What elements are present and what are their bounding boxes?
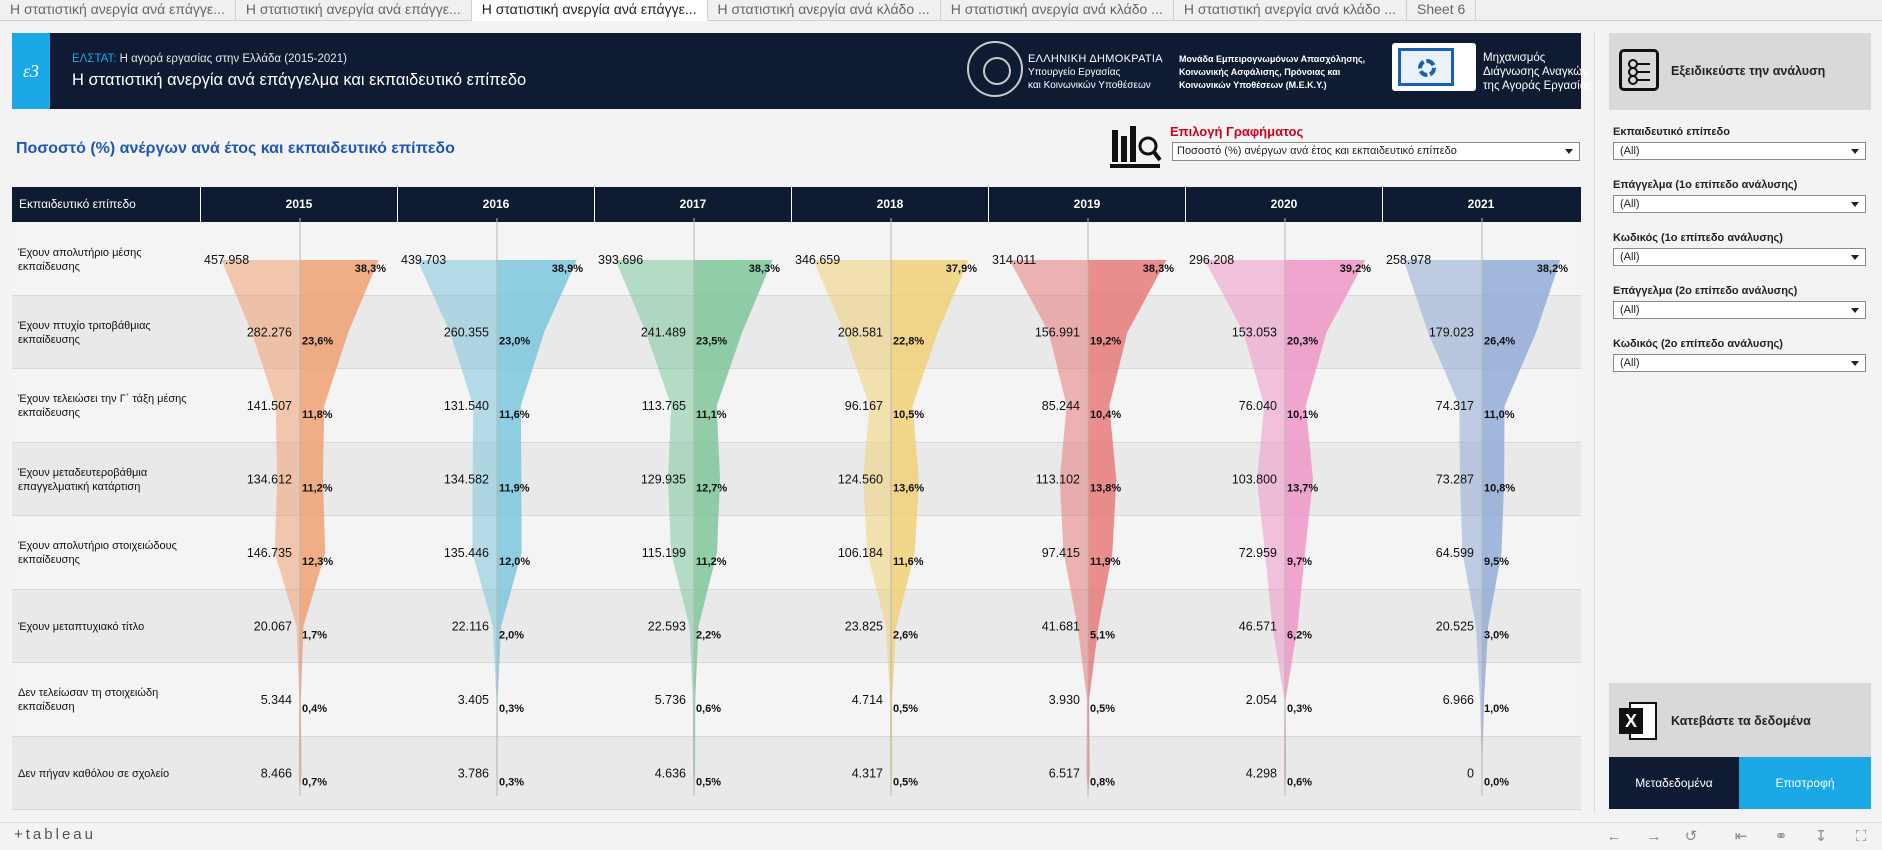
- filter-panel: Εξειδικεύστε την ανάλυση Εκπαιδευτικό επ…: [1594, 33, 1882, 813]
- dashboard-header: ε3 ΕΛΣΤΑΤ: Η αγορά εργασίας στην Ελλάδα …: [12, 33, 1592, 109]
- chart-selector-dropdown[interactable]: Ποσοστό (%) ανέργων ανά έτος και εκπαιδε…: [1172, 142, 1580, 161]
- revert-icon[interactable]: ↺: [1684, 828, 1698, 845]
- sheet-tab-3[interactable]: Η στατιστική ανεργία ανά επάγγε...: [471, 0, 708, 21]
- chevron-down-icon: [1851, 308, 1859, 313]
- mech-line-1: Μηχανισμός: [1483, 52, 1546, 64]
- sheet-tab-6[interactable]: Η στατιστική ανεργία ανά κλάδο ...: [1174, 0, 1407, 21]
- greek-republic-seal-icon: [967, 41, 1023, 97]
- meky-line-3: Κοινωνικών Υποθέσεων (Μ.Ε.Κ.Υ.): [1179, 80, 1327, 90]
- download-data-button[interactable]: X Κατεβάστε τα δεδομένα: [1609, 683, 1871, 760]
- filter-code-1-dropdown[interactable]: (All): [1613, 248, 1866, 266]
- filter-value: (All): [1620, 251, 1640, 263]
- meky-label: Μονάδα Εμπειρογνωμόνων Απασχόλησης, Κοιν…: [1179, 53, 1365, 92]
- reset-icon[interactable]: ⇤: [1734, 828, 1748, 845]
- chevron-down-icon: [1565, 149, 1573, 154]
- filter-value: (All): [1620, 304, 1640, 316]
- row-label: Έχουν πτυχίο τριτοβάθμιας εκπαίδευσης: [18, 319, 151, 346]
- filter-code-2-dropdown[interactable]: (All): [1613, 354, 1866, 372]
- ministry-line-2: Υπουργείο Εργασίας: [1028, 67, 1121, 78]
- row-label: Δεν πήγαν καθόλου σε σχολείο: [18, 767, 170, 780]
- ministry-line-1: ΕΛΛΗΝΙΚΗ ΔΗΜΟΚΡΑΤΙΑ: [1028, 53, 1163, 65]
- chart-selector-value: Ποσοστό (%) ανέργων ανά έτος και εκπαιδε…: [1177, 145, 1457, 157]
- column-header-year: 2017: [594, 187, 791, 222]
- chart-selector-label: Επιλογή Γραφήματος: [1170, 124, 1304, 139]
- filter-value: (All): [1620, 145, 1640, 157]
- column-header-education: Εκπαιδευτικό επίπεδο: [19, 197, 136, 211]
- filter-value: (All): [1620, 198, 1640, 210]
- column-header-year: 2015: [200, 187, 397, 222]
- column-header-year: 2021: [1382, 187, 1579, 222]
- filter-value: (All): [1620, 357, 1640, 369]
- chart-selection-icon: [1110, 126, 1162, 168]
- filter-label-code-2: Κωδικός (2ο επίπεδο ανάλυσης): [1613, 338, 1783, 350]
- mech-line-2: Διάγνωσης Αναγκών: [1483, 66, 1588, 78]
- download-icon[interactable]: ↧: [1814, 828, 1828, 845]
- chart-title: Ποσοστό (%) ανέργων ανά έτος και εκπαιδε…: [16, 140, 455, 157]
- tableau-toolbar: +tableau ← → ↺ ⇤ ⚭ ↧ ⛶: [0, 822, 1882, 850]
- undo-icon[interactable]: ←: [1606, 828, 1622, 845]
- e3-logo: ε3: [12, 33, 50, 109]
- filter-occupation-1-dropdown[interactable]: (All): [1613, 195, 1866, 213]
- ministry-label: ΕΛΛΗΝΙΚΗ ΔΗΜΟΚΡΑΤΙΑ Υπουργείο Εργασίας κ…: [1028, 53, 1163, 92]
- download-data-label: Κατεβάστε τα δεδομένα: [1671, 714, 1811, 728]
- redo-icon[interactable]: →: [1646, 828, 1662, 845]
- page-title: Η στατιστική ανεργία ανά επάγγελμα και ε…: [72, 71, 527, 89]
- table-row: Δεν τελείωσαν τη στοιχειώδη εκπαίδευση: [12, 663, 1581, 737]
- filter-label-code-1: Κωδικός (1ο επίπεδο ανάλυσης): [1613, 232, 1783, 244]
- table-row: Έχουν τελειώσει την Γ΄ τάξη μέσης εκπαίδ…: [12, 369, 1581, 443]
- mechanism-logo-icon: [1392, 43, 1476, 91]
- row-label: Έχουν απολυτήριο μέσης εκπαίδευσης: [18, 247, 142, 273]
- row-label: Έχουν μεταδευτεροβάθμια επαγγελματική κα…: [18, 466, 148, 493]
- row-label: Έχουν απολυτήριο στοιχειώδους εκπαίδευση…: [18, 540, 177, 566]
- kicker-text: Η αγορά εργασίας στην Ελλάδα (2015-2021): [119, 53, 347, 65]
- mech-line-3: της Αγοράς Εργασίας: [1483, 80, 1593, 92]
- column-header-year: 2019: [988, 187, 1185, 222]
- filter-occupation-2-dropdown[interactable]: (All): [1613, 301, 1866, 319]
- column-header-year: 2020: [1185, 187, 1382, 222]
- mechanism-label: Μηχανισμός Διάγνωσης Αναγκών της Αγοράς …: [1483, 51, 1592, 93]
- kicker-source: ΕΛΣΤΑΤ:: [72, 53, 117, 65]
- table-header: Εκπαιδευτικό επίπεδο 2015 2016 2017 2018…: [12, 187, 1581, 222]
- table-body: Έχουν απολυτήριο μέσης εκπαίδευσης Έχουν…: [12, 222, 1581, 810]
- header-kicker: ΕΛΣΤΑΤ: Η αγορά εργασίας στην Ελλάδα (20…: [72, 53, 347, 65]
- share-icon[interactable]: ⚭: [1774, 828, 1788, 845]
- sheet-tab-1[interactable]: Η στατιστική ανεργία ανά επάγγε...: [0, 0, 236, 21]
- table-row: Έχουν μεταπτυχιακό τίτλο: [12, 589, 1581, 663]
- sheet-tab-2[interactable]: Η στατιστική ανεργία ανά επάγγε...: [236, 0, 472, 21]
- fullscreen-icon[interactable]: ⛶: [1855, 828, 1867, 845]
- table-row: Δεν πήγαν καθόλου σε σχολείο: [12, 736, 1581, 810]
- chevron-down-icon: [1851, 361, 1859, 366]
- sheet-tab-7[interactable]: Sheet 6: [1407, 0, 1477, 21]
- back-button[interactable]: Επιστροφή: [1739, 757, 1871, 809]
- sheet-tab-5[interactable]: Η στατιστική ανεργία ανά κλάδο ...: [941, 0, 1174, 21]
- sheet-tab-4[interactable]: Η στατιστική ανεργία ανά κλάδο ...: [708, 0, 941, 21]
- column-header-year: 2016: [397, 187, 594, 222]
- table-row: Έχουν πτυχίο τριτοβάθμιας εκπαίδευσης: [12, 295, 1581, 369]
- row-label: Έχουν μεταπτυχιακό τίτλο: [18, 620, 145, 633]
- excel-icon: X: [1619, 702, 1657, 740]
- refine-analysis-label: Εξειδικεύστε την ανάλυση: [1671, 64, 1826, 78]
- table-row: Έχουν απολυτήριο στοιχειώδους εκπαίδευση…: [12, 516, 1581, 590]
- meky-line-1: Μονάδα Εμπειρογνωμόνων Απασχόλησης,: [1179, 54, 1366, 64]
- filter-label-occupation-2: Επάγγελμα (2ο επίπεδο ανάλυσης): [1613, 285, 1798, 297]
- table-row: Έχουν απολυτήριο μέσης εκπαίδευσης: [12, 222, 1581, 296]
- filter-education-dropdown[interactable]: (All): [1613, 142, 1866, 160]
- filter-label-occupation-1: Επάγγελμα (1ο επίπεδο ανάλυσης): [1613, 179, 1798, 191]
- filter-sliders-icon: [1619, 49, 1659, 91]
- chevron-down-icon: [1851, 202, 1859, 207]
- tableau-logo[interactable]: +tableau: [14, 826, 96, 843]
- row-label: Έχουν τελειώσει την Γ΄ τάξη μέσης εκπαίδ…: [18, 393, 187, 419]
- chevron-down-icon: [1851, 255, 1859, 260]
- table-row: Έχουν μεταδευτεροβάθμια επαγγελματική κα…: [12, 442, 1581, 516]
- meky-line-2: Κοινωνικής Ασφάλισης, Πρόνοιας και: [1179, 67, 1341, 77]
- chevron-down-icon: [1851, 149, 1859, 154]
- refine-analysis-button[interactable]: Εξειδικεύστε την ανάλυση: [1609, 33, 1871, 110]
- ministry-line-3: και Κοινωνικών Υποθέσεων: [1028, 80, 1151, 91]
- row-label: Δεν τελείωσαν τη στοιχειώδη εκπαίδευση: [18, 687, 159, 713]
- sheet-tab-bar: Η στατιστική ανεργία ανά επάγγε... Η στα…: [0, 0, 1882, 21]
- column-header-year: 2018: [791, 187, 988, 222]
- filter-label-education: Εκπαιδευτικό επίπεδο: [1613, 126, 1730, 138]
- metadata-button[interactable]: Μεταδεδομένα: [1609, 757, 1739, 809]
